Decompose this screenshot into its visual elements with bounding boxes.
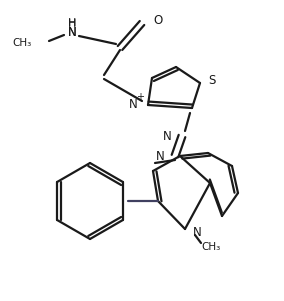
Text: H: H (68, 18, 76, 28)
Text: +: + (136, 92, 144, 102)
Text: S: S (208, 75, 215, 88)
Text: N: N (68, 26, 76, 39)
Text: N: N (156, 150, 165, 163)
Text: O: O (153, 14, 162, 26)
Text: N: N (68, 26, 76, 39)
Text: CH₃: CH₃ (13, 38, 32, 48)
Text: CH₃: CH₃ (201, 242, 220, 252)
Text: N: N (129, 98, 138, 111)
Text: N: N (193, 226, 202, 240)
Text: H: H (68, 19, 76, 29)
Text: N: N (163, 129, 172, 142)
